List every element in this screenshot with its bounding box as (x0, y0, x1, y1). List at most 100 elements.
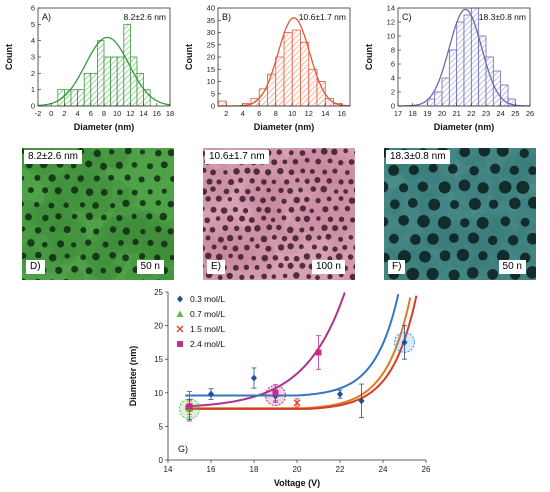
pore (314, 176, 321, 183)
pore (438, 181, 451, 194)
pore (321, 224, 328, 231)
pore (344, 170, 350, 175)
pore (489, 163, 501, 174)
pore (243, 264, 250, 271)
pore (114, 266, 122, 274)
y-tick-label: 0 (159, 456, 164, 465)
micrograph-annotation: 18.3±0.8 nm (386, 150, 450, 164)
texture-blob (471, 237, 504, 271)
pore (232, 206, 239, 213)
pore (261, 254, 269, 262)
texture-blob (291, 187, 332, 229)
pore (154, 175, 161, 182)
pore (138, 176, 145, 183)
pore (22, 175, 25, 181)
pore (417, 181, 429, 192)
pore (48, 174, 56, 182)
pore (478, 148, 491, 157)
texture-blob (128, 211, 162, 245)
legend-marker (177, 341, 183, 347)
pore (496, 148, 509, 157)
y-tick-label: 20 (207, 53, 215, 62)
pore (333, 189, 339, 194)
texture-blob (103, 216, 131, 244)
pore (256, 206, 262, 213)
pore (34, 227, 42, 234)
pore (85, 160, 93, 168)
pore (223, 170, 228, 175)
histogram-bar (308, 68, 318, 107)
pore (287, 262, 294, 269)
texture-blob (491, 210, 526, 245)
texture-blob (76, 169, 97, 190)
size-annotation: 10.6±1.7 nm (299, 12, 346, 22)
pore (261, 179, 267, 185)
pore (281, 198, 287, 204)
pore (332, 246, 338, 252)
pore (41, 241, 48, 248)
legend-label: 1.5 mol/L (190, 324, 225, 334)
x-tick-label: 18 (166, 109, 174, 118)
pore (55, 266, 63, 275)
y-tick-label: 12 (387, 18, 395, 27)
pore (211, 244, 217, 250)
texture-blob (326, 174, 355, 216)
pore (255, 186, 261, 192)
texture-blob (37, 204, 64, 230)
pore (487, 268, 498, 280)
x-tick-label: 10 (288, 109, 296, 118)
texture-blob (207, 215, 244, 251)
pore (384, 181, 389, 193)
texture-blob (88, 268, 113, 280)
x-tick-label: 18 (250, 465, 259, 474)
pore (316, 216, 321, 221)
size-annotation: 8.2±2.6 nm (124, 12, 166, 22)
pore (516, 180, 530, 194)
texture-blob (441, 218, 482, 259)
pore (283, 179, 290, 185)
histogram-bar (456, 21, 465, 107)
pore (155, 226, 162, 233)
pore (398, 215, 409, 226)
pore (497, 249, 510, 263)
pore (477, 182, 489, 194)
pore (266, 263, 272, 270)
x-tick-label: 20 (438, 109, 446, 118)
pore (234, 188, 240, 194)
texture-blob (136, 226, 173, 263)
texture-blob (478, 219, 516, 257)
pore (232, 264, 239, 271)
pore (215, 253, 223, 261)
pore (299, 227, 305, 233)
pore (232, 245, 239, 252)
histogram-bar (116, 56, 125, 107)
texture-blob (289, 206, 327, 244)
x-tick-label: 20 (293, 465, 302, 474)
histogram-bar (77, 89, 85, 107)
data-point (251, 374, 257, 382)
pore (147, 189, 153, 195)
pore (292, 235, 299, 242)
histogram-bar (275, 56, 285, 107)
panel-label: G) (178, 444, 188, 454)
pore (407, 198, 418, 208)
pore (203, 264, 205, 269)
pore (85, 239, 92, 246)
texture-blob (66, 268, 85, 280)
pore (210, 169, 216, 176)
pore (288, 150, 294, 156)
pore (131, 213, 137, 219)
pore (27, 187, 34, 194)
y-tick-label: 25 (207, 40, 215, 49)
pore (55, 213, 62, 220)
pore (281, 235, 288, 242)
fit-line (185, 293, 400, 397)
x-tick-label: 19 (423, 109, 431, 118)
pore (448, 269, 460, 280)
y-tick-label: 15 (154, 355, 163, 364)
texture-blob (511, 222, 536, 265)
x-tick-label: 17 (394, 109, 402, 118)
pore (338, 236, 344, 242)
texture-blob (261, 178, 297, 215)
pore (299, 150, 306, 156)
